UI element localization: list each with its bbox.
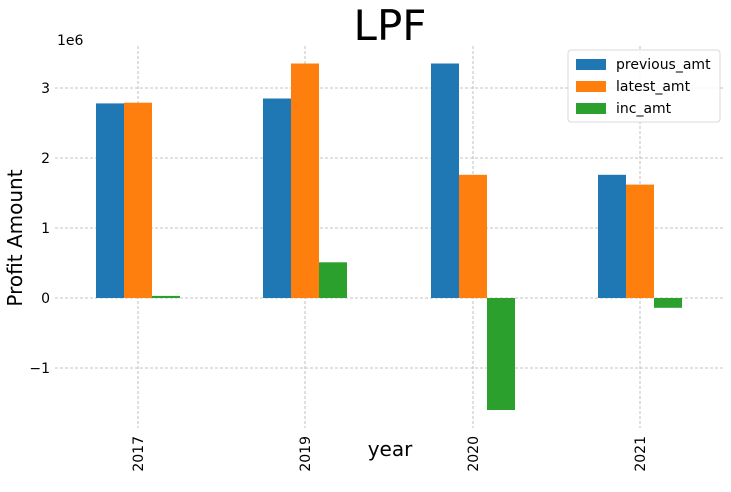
legend: previous_amt latest_amt inc_amt [567,49,721,123]
x-tick-label: 2020 [466,436,482,472]
bar-inc_amt-2020 [487,298,515,410]
bar-latest_amt-2021 [626,184,654,298]
bar-previous_amt-2019 [263,98,291,298]
bar-inc_amt-2017 [152,295,180,298]
x-tick-label: 2019 [298,436,314,472]
legend-swatch-latest_amt [576,81,606,92]
bar-previous_amt-2021 [598,174,626,298]
y-offset-label: 1e6 [57,33,84,49]
y-tick-label: 0 [41,291,50,307]
legend-swatch-previous_amt [576,59,606,70]
x-axis-label: year [368,437,413,461]
x-tick-label: 2017 [131,436,147,472]
bar-latest_amt-2017 [124,102,152,298]
bar-previous_amt-2020 [431,63,459,298]
legend-label-latest_amt: latest_amt [616,79,691,95]
bar-inc_amt-2019 [319,262,347,298]
y-axis-label: Profit Amount [3,169,27,306]
chart-title: LPF [354,1,427,50]
legend-label-inc_amt: inc_amt [616,101,672,117]
y-axis-ticks: −1 0 1 2 3 [29,81,50,377]
legend-label-previous_amt: previous_amt [616,57,711,73]
x-tick-label: 2021 [633,436,649,472]
y-tick-label: 3 [41,81,50,97]
y-tick-label: 1 [41,221,50,237]
legend-swatch-inc_amt [576,103,606,114]
y-tick-label: 2 [41,151,50,167]
bar-latest_amt-2019 [291,63,319,298]
bars [96,63,682,410]
x-axis-ticks: 2017 2019 2020 2021 [131,436,649,472]
bar-inc_amt-2021 [654,298,682,308]
bar-previous_amt-2017 [96,103,124,299]
y-tick-label: −1 [29,361,50,377]
bar-latest_amt-2020 [459,174,487,298]
